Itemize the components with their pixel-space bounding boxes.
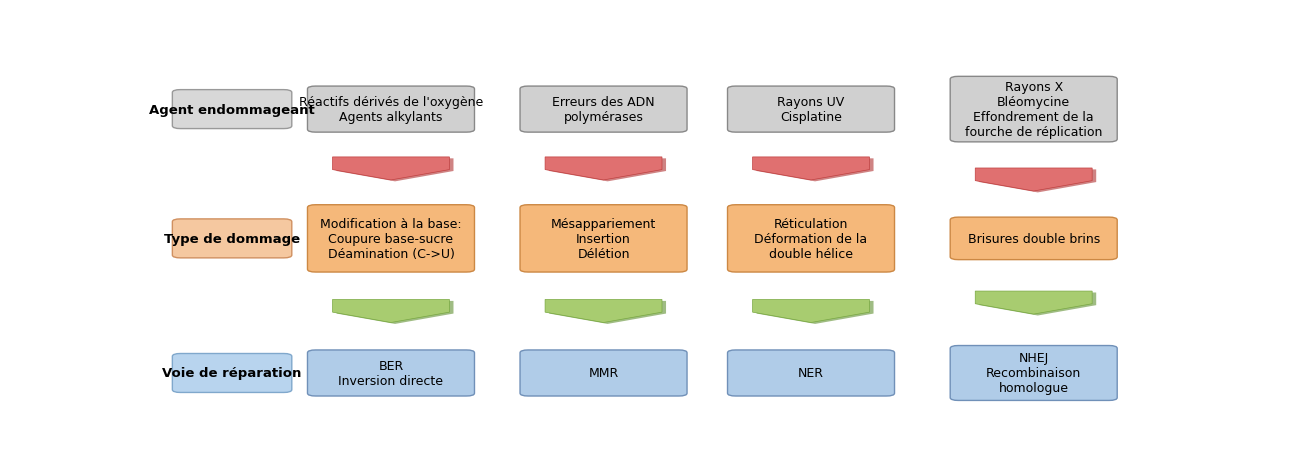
Polygon shape [545, 157, 662, 180]
FancyBboxPatch shape [520, 350, 687, 396]
FancyBboxPatch shape [951, 218, 1117, 260]
FancyBboxPatch shape [951, 77, 1117, 143]
FancyBboxPatch shape [307, 350, 474, 396]
FancyBboxPatch shape [307, 87, 474, 133]
Text: Modification à la base:
Coupure base-sucre
Déamination (C->U): Modification à la base: Coupure base-suc… [320, 218, 462, 260]
Text: MMR: MMR [589, 367, 619, 380]
Text: Brisures double brins: Brisures double brins [968, 232, 1100, 246]
FancyBboxPatch shape [727, 87, 895, 133]
Text: Réticulation
Déformation de la
double hélice: Réticulation Déformation de la double hé… [755, 218, 867, 260]
Text: BER
Inversion directe: BER Inversion directe [338, 359, 444, 387]
Polygon shape [756, 301, 874, 324]
Text: Rayons X
Bléomycine
Effondrement de la
fourche de réplication: Rayons X Bléomycine Effondrement de la f… [965, 81, 1102, 139]
Polygon shape [976, 291, 1092, 314]
Polygon shape [549, 301, 666, 324]
Polygon shape [756, 159, 874, 182]
Polygon shape [337, 301, 453, 324]
FancyBboxPatch shape [172, 219, 291, 258]
FancyBboxPatch shape [951, 346, 1117, 401]
FancyBboxPatch shape [520, 87, 687, 133]
Text: Erreurs des ADN
polymérases: Erreurs des ADN polymérases [552, 96, 654, 124]
Polygon shape [549, 159, 666, 182]
Text: NHEJ
Recombinaison
homologue: NHEJ Recombinaison homologue [986, 352, 1081, 395]
Polygon shape [545, 300, 662, 323]
Text: Réactifs dérivés de l'oxygène
Agents alkylants: Réactifs dérivés de l'oxygène Agents alk… [299, 96, 483, 124]
Polygon shape [752, 157, 870, 180]
FancyBboxPatch shape [172, 90, 291, 129]
Text: Mésappariement
Insertion
Délétion: Mésappariement Insertion Délétion [551, 218, 656, 260]
Text: Voie de réparation: Voie de réparation [162, 367, 302, 380]
Text: Rayons UV
Cisplatine: Rayons UV Cisplatine [777, 96, 845, 124]
Text: NER: NER [798, 367, 824, 380]
Polygon shape [333, 157, 449, 180]
Polygon shape [976, 168, 1092, 191]
FancyBboxPatch shape [727, 205, 895, 273]
FancyBboxPatch shape [172, 354, 291, 392]
Text: Agent endommageant: Agent endommageant [149, 103, 315, 116]
Text: Type de dommage: Type de dommage [165, 232, 300, 246]
Polygon shape [337, 159, 453, 182]
FancyBboxPatch shape [727, 350, 895, 396]
FancyBboxPatch shape [307, 205, 474, 273]
Polygon shape [980, 293, 1096, 316]
FancyBboxPatch shape [520, 205, 687, 273]
Polygon shape [980, 170, 1096, 193]
Polygon shape [333, 300, 449, 323]
Polygon shape [752, 300, 870, 323]
